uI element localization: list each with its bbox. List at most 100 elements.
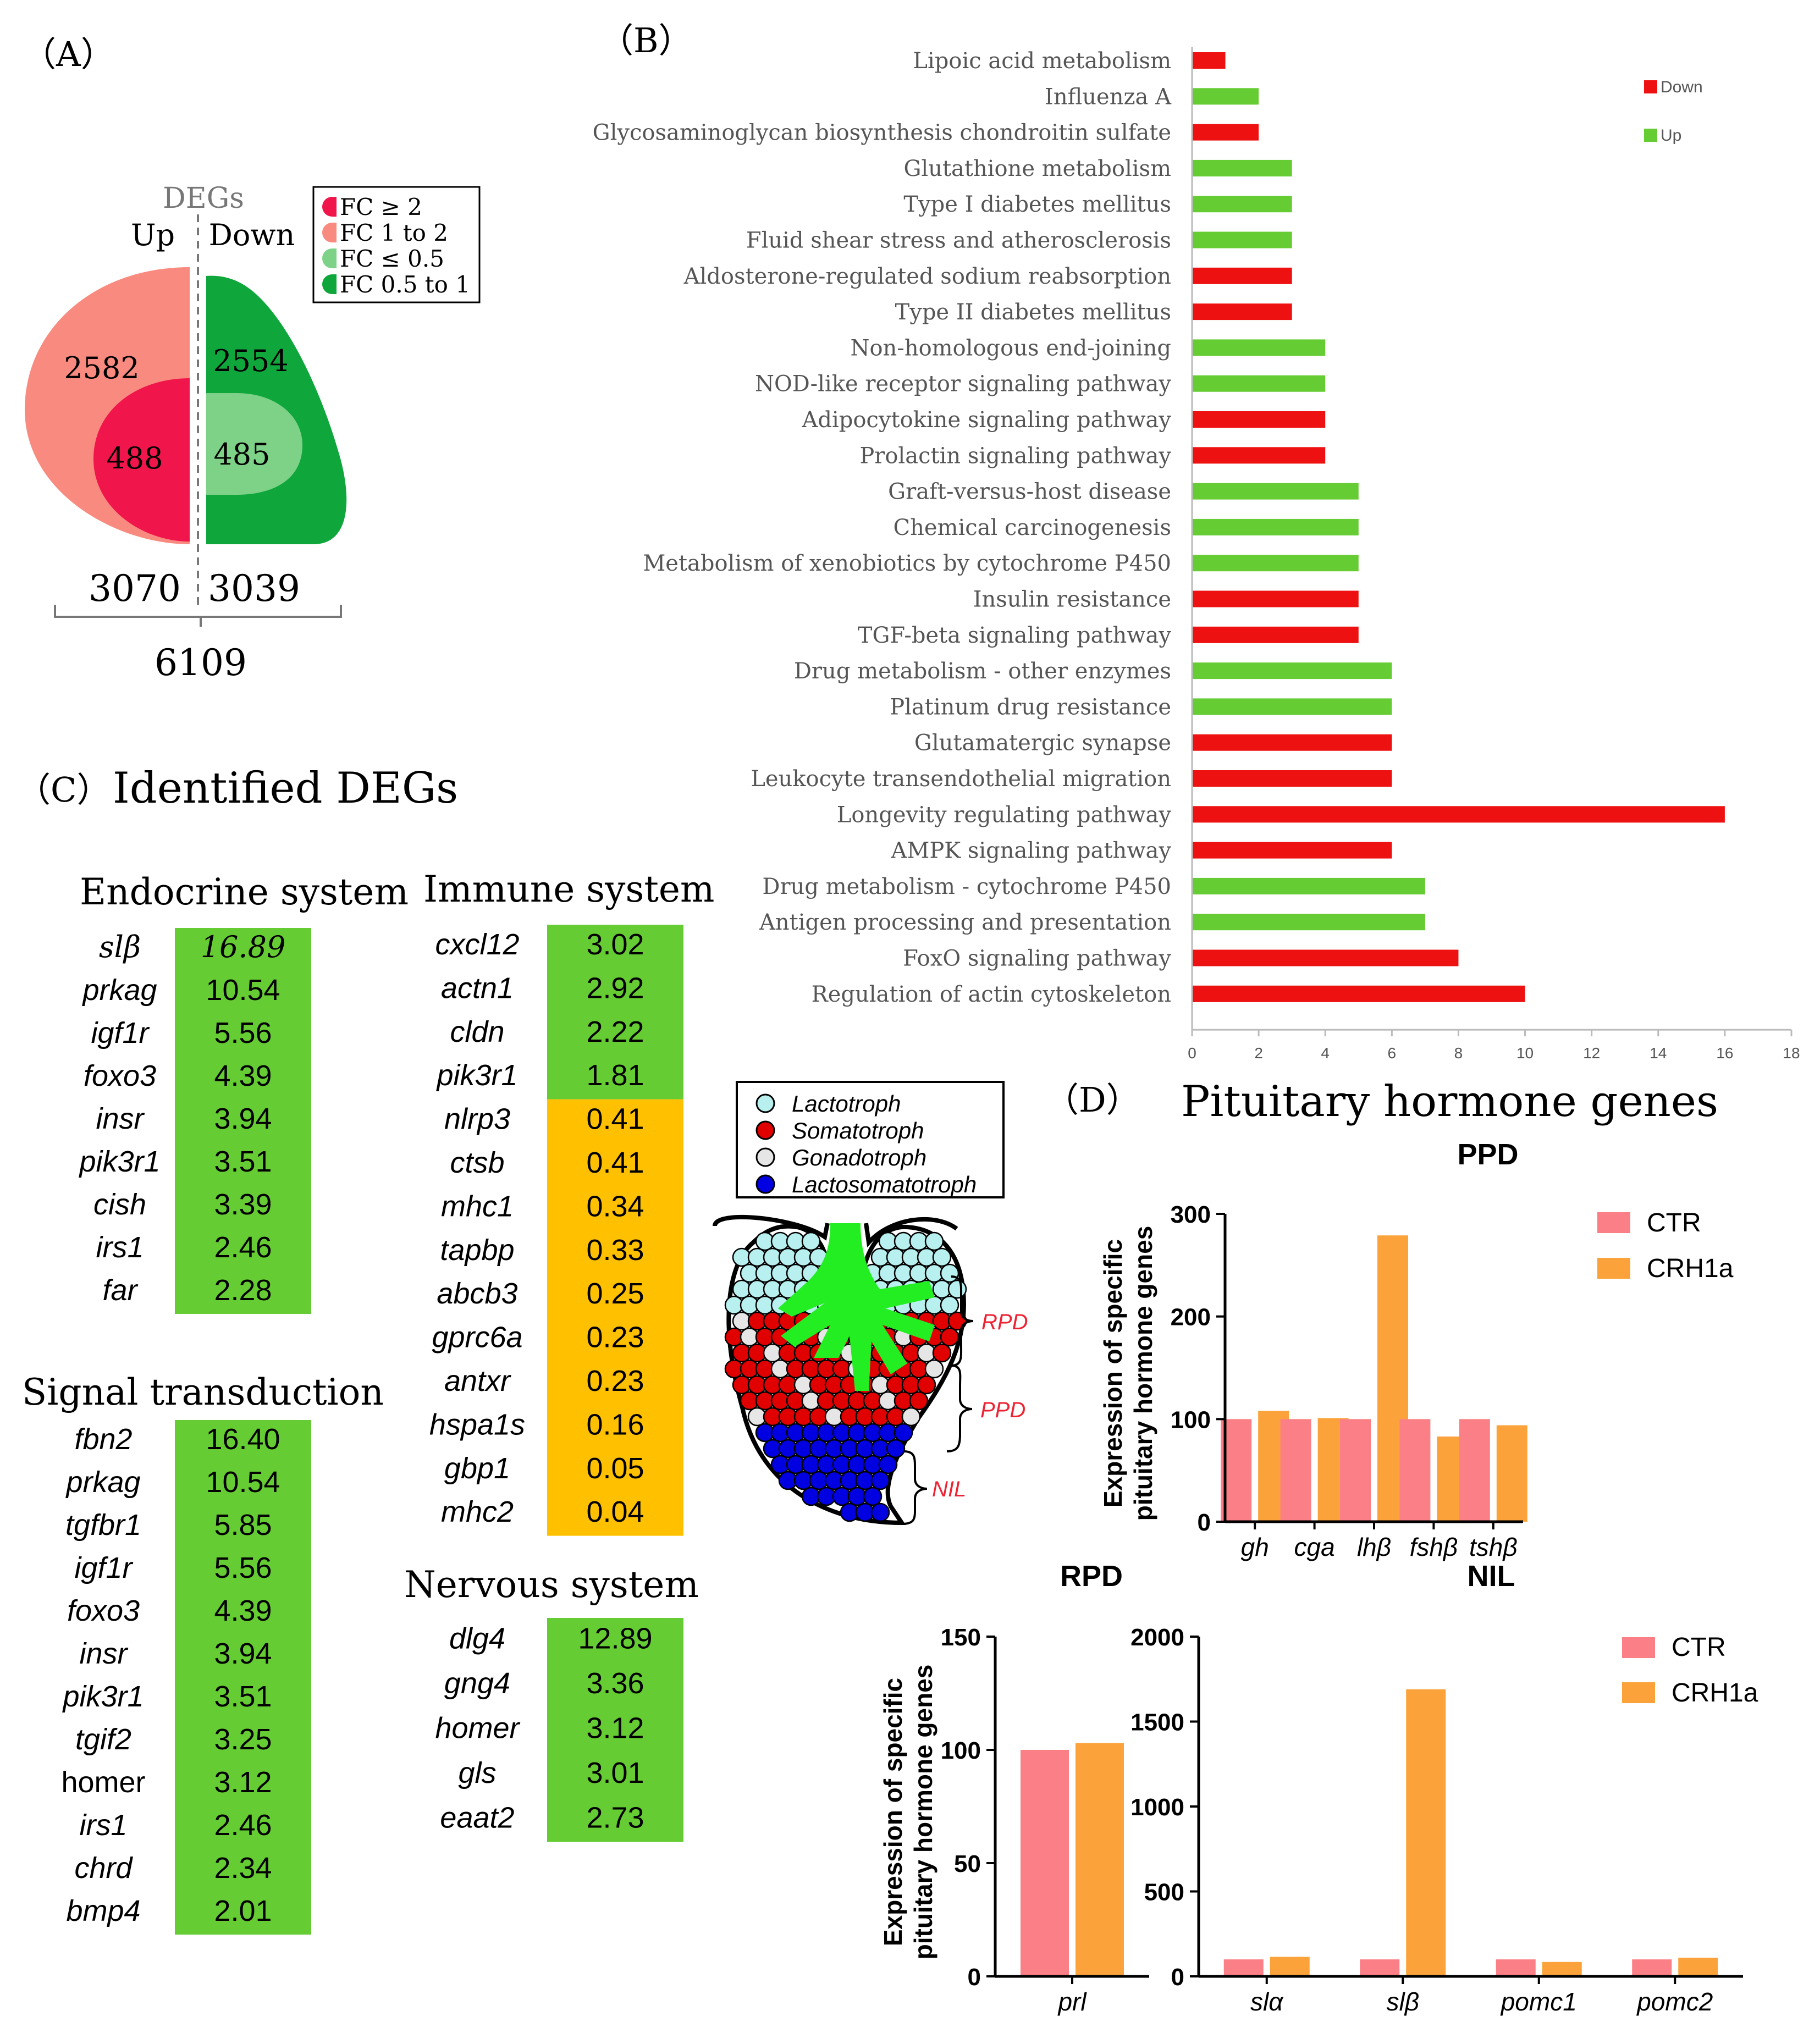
table-gene-name: tapbp	[440, 1234, 514, 1267]
pathway-legend-swatch	[1644, 129, 1657, 142]
pituitary-cell	[870, 1471, 890, 1490]
fc-legend-label: FC 0.5 to 1	[340, 271, 470, 298]
pathway-legend-label: Up	[1661, 126, 1681, 145]
table-gene-name: insr	[79, 1637, 128, 1670]
table-gene-name: gprc6a	[432, 1321, 522, 1354]
pathway-label: Drug metabolism - cytochrome P450	[762, 874, 1171, 899]
bar-crh1a	[1270, 1957, 1310, 1976]
pathway-label: NOD-like receptor signaling pathway	[755, 372, 1171, 397]
down-label: Down	[209, 218, 295, 252]
table-fold-value: 0.05	[586, 1452, 644, 1485]
fc-legend-label: FC 1 to 2	[340, 219, 448, 246]
pituitary-top-left	[713, 1214, 830, 1241]
table-fold-value: 0.41	[586, 1146, 644, 1179]
y-tick-label: 0	[968, 1964, 981, 1991]
bar-ctr	[1360, 1959, 1400, 1976]
y-tick-label: 200	[1171, 1304, 1211, 1331]
pathway-x-tick-label: 16	[1716, 1045, 1733, 1062]
up-outer-count: 2582	[64, 351, 139, 385]
table-gene-name: foxo3	[84, 1059, 156, 1092]
pathway-bar-up	[1192, 914, 1425, 931]
table-value-cell	[547, 1099, 683, 1536]
pathway-bar-up	[1192, 518, 1359, 535]
table-gene-name: nlrp3	[444, 1103, 510, 1136]
table-fold-value: 0.23	[586, 1364, 644, 1397]
nervous-title: Nervous system	[404, 1564, 699, 1606]
table-fold-value: 3.25	[214, 1723, 272, 1756]
x-tick-label: cga	[1294, 1533, 1335, 1561]
grand-total: 6109	[155, 642, 247, 684]
pituitary-cell	[909, 1391, 929, 1411]
pathway-label: Metabolism of xenobiotics by cytochrome …	[643, 551, 1171, 576]
table-gene-name: prkag	[65, 1466, 140, 1499]
nervous-table: dlg4 12.89 gng4 3.36 homer 3.12 gls 3.01 eaat2 2.…	[435, 1618, 683, 1842]
pathway-label: Leukocyte transendothelial migration	[751, 766, 1171, 792]
table-gene-name: homer	[61, 1766, 145, 1799]
y-tick-label: 100	[1171, 1406, 1211, 1433]
cell-legend-label: Somatotroph	[792, 1118, 924, 1143]
pathway-label: Drug metabolism - other enzymes	[794, 659, 1171, 684]
bar-ctr	[1399, 1419, 1431, 1522]
table-fold-value: 3.12	[586, 1711, 644, 1744]
cell-legend-dot	[755, 1174, 775, 1194]
table-fold-value: 16.89	[201, 930, 286, 964]
pathway-bar-down	[1192, 590, 1359, 607]
table-fold-value: 3.01	[586, 1756, 644, 1789]
pathway-label: Antigen processing and presentation	[759, 910, 1171, 935]
panel-d-title: Pituitary hormone genes	[1181, 1077, 1718, 1126]
table-fold-value: 2.46	[214, 1231, 272, 1264]
table-fold-value: 3.94	[214, 1102, 272, 1135]
x-tick-label: pomc1	[1500, 1987, 1577, 2016]
panel-b-label: （B）	[599, 20, 693, 60]
nil-legend: CTR CRH1a	[1622, 1633, 1758, 1708]
table-gene-name: mhc1	[441, 1190, 514, 1223]
pathway-bar-down	[1192, 734, 1392, 751]
table-fold-value: 2.34	[214, 1852, 272, 1885]
fc-legend-swatch	[322, 223, 337, 242]
pituitary-cell	[940, 1327, 959, 1347]
bar-ctr	[1496, 1959, 1536, 1976]
pituitary-cell	[863, 1487, 883, 1506]
table-gene-name: cxcl12	[435, 928, 519, 961]
pathway-bar-down	[1192, 303, 1292, 321]
pathway-label: Adipocytokine signaling pathway	[802, 407, 1172, 433]
fc-legend: FC ≥ 2FC 1 to 2FC ≤ 0.5FC 0.5 to 1	[322, 194, 470, 298]
y-tick-label: 100	[941, 1737, 981, 1764]
rpd-bar-chart: prl 0 50 100 150 RPD Expression of specific pit…	[879, 1560, 1149, 2016]
immune-table: cxcl12 3.02 actn1 2.92 cldn 2.22 pik3r1 1.81 nlr…	[429, 925, 683, 1536]
pathway-label: Graft-versus-host disease	[888, 479, 1171, 505]
fc-legend-label: FC ≤ 0.5	[340, 245, 444, 272]
pituitary-cell	[801, 1231, 821, 1251]
pathway-x-tick-label: 10	[1516, 1045, 1534, 1062]
table-gene-name: eaat2	[440, 1801, 514, 1834]
table-gene-name: pik3r1	[62, 1680, 144, 1713]
y-tick-label: 50	[954, 1850, 981, 1877]
pituitary-cell	[917, 1375, 936, 1395]
table-gene-name: dlg4	[449, 1622, 505, 1655]
table-gene-name: prkag	[81, 974, 157, 1007]
panel-a: （A） DEGs Up Down 2582 488 2554 485 3070 …	[22, 34, 481, 684]
table-fold-value: 3.36	[586, 1667, 644, 1700]
table-fold-value: 3.51	[214, 1680, 272, 1713]
rpd-brace	[951, 1275, 974, 1367]
pathway-bar-down	[1192, 447, 1326, 464]
bar-crh1a	[1406, 1689, 1446, 1976]
table-fold-value: 5.56	[214, 1016, 272, 1049]
y-axis-label: Expression of specific	[1099, 1239, 1127, 1507]
cell-legend-dot	[755, 1093, 775, 1113]
pituitary-top-right	[864, 1217, 958, 1248]
table-gene-name: actn1	[441, 971, 514, 1004]
table-value-cell	[547, 925, 683, 1100]
y-tick-label: 0	[1171, 1964, 1184, 1991]
pituitary-cell	[924, 1231, 944, 1251]
y-tick-label: 500	[1144, 1879, 1184, 1906]
pituitary-cell	[932, 1247, 952, 1267]
nil-bar-chart: slα slβ pomc1 pomc2 0 500 1000 1500 2000 NIL	[1130, 1560, 1743, 2016]
pituitary-cell	[947, 1279, 967, 1299]
table-fold-value: 10.54	[206, 1466, 280, 1499]
pituitary-cell	[940, 1263, 959, 1283]
table-fold-value: 2.01	[214, 1894, 272, 1927]
pathway-x-tick-label: 2	[1254, 1045, 1263, 1062]
